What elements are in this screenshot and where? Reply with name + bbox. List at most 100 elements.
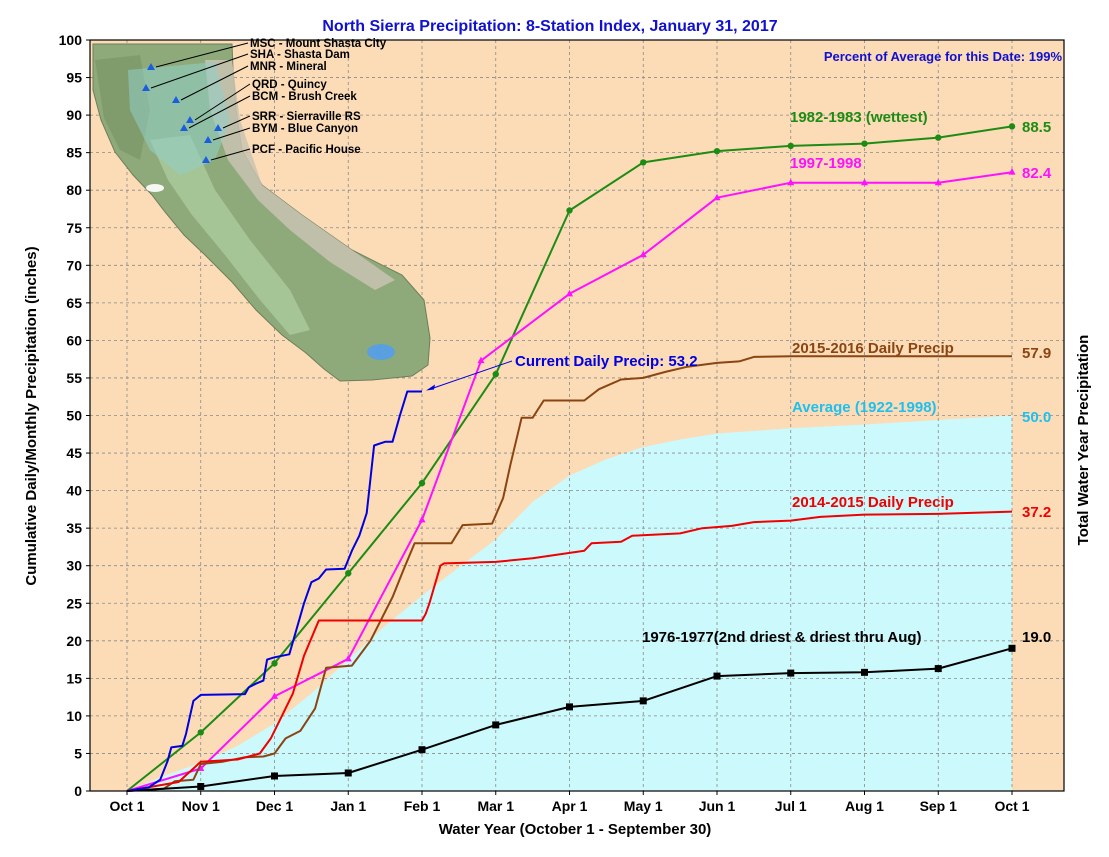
- y-tick-label: 40: [66, 483, 82, 499]
- data-point: [861, 178, 868, 186]
- station-marker: [142, 84, 150, 91]
- series-current: [126, 390, 422, 792]
- station-marker: [214, 124, 222, 131]
- y-tick-label: 70: [66, 257, 82, 273]
- y-axis-label-right: Total Water Year Precipitation: [1075, 335, 1092, 546]
- series-label-driest: 1976-1977(2nd driest & driest thru Aug): [642, 629, 922, 646]
- station-label: BYM - Blue Canyon: [252, 123, 358, 135]
- data-point: [197, 729, 204, 736]
- final-value-1997-1998: 82.4: [1022, 165, 1052, 182]
- data-point: [934, 665, 942, 673]
- series-line-y1415: [126, 510, 1013, 792]
- y-axis-label: Cumulative Daily/Monthly Precipitation (…: [23, 246, 40, 585]
- data-point: [271, 772, 278, 780]
- data-point: [566, 289, 573, 297]
- data-point: [713, 672, 721, 680]
- x-tick-label: Jul 1: [775, 798, 807, 814]
- data-point: [639, 697, 647, 705]
- axes: 0 5 10 15 20 25 30 35 40 45 50 55 60 65 70 75 80 85 90 95 10…: [59, 32, 1065, 814]
- x-axis-label: Water Year (October 1 - September 30): [439, 821, 712, 838]
- x-tick-label: Jun 1: [699, 798, 736, 814]
- x-tick-label: May 1: [624, 798, 663, 814]
- station-label: MNR - Mineral: [250, 61, 327, 73]
- data-point: [861, 668, 868, 676]
- data-point: [639, 250, 647, 258]
- x-tick-label: Mar 1: [477, 798, 514, 814]
- y-tick-label: 20: [66, 633, 82, 649]
- station-leader: [212, 127, 251, 141]
- y-tick-label: 25: [66, 595, 82, 611]
- series-label-1997-1998: 1997-1998: [790, 155, 862, 172]
- y-tick-label: 95: [66, 70, 82, 86]
- y-tick-label: 80: [66, 182, 82, 198]
- chart-title: North Sierra Precipitation: 8-Station In…: [322, 18, 777, 35]
- data-point: [787, 142, 794, 150]
- lake: [367, 344, 395, 360]
- y-tick-label: 15: [66, 670, 82, 686]
- station-marker: [204, 136, 212, 143]
- y-tick-label: 90: [66, 107, 82, 123]
- x-tick-label: Feb 1: [404, 798, 441, 814]
- x-tick-label: Oct 1: [994, 798, 1029, 814]
- series-label-2014-2015: 2014-2015 Daily Precip: [792, 494, 954, 511]
- y-tick-label: 60: [66, 332, 82, 348]
- data-point: [492, 721, 500, 729]
- central-valley: [150, 135, 310, 335]
- station-marker: [202, 156, 210, 163]
- data-point: [345, 570, 352, 577]
- data-point: [566, 207, 573, 214]
- current-label-arrow: [426, 360, 513, 391]
- data-point: [1008, 123, 1016, 130]
- station-leader: [188, 95, 251, 129]
- data-point: [861, 140, 868, 147]
- station-marker: [186, 116, 194, 123]
- final-value-wettest: 88.5: [1022, 119, 1051, 136]
- data-point: [935, 134, 942, 141]
- station-label: BCM - Brush Creek: [252, 91, 357, 103]
- x-tick-label: Nov 1: [182, 798, 220, 814]
- station-label: SRR - Sierraville RS: [252, 111, 361, 123]
- station-leader: [194, 83, 251, 121]
- y-tick-label: 100: [59, 32, 83, 48]
- data-point: [1008, 168, 1016, 175]
- y-tick-label: 35: [66, 520, 82, 536]
- data-point: [713, 147, 721, 155]
- data-point: [934, 178, 942, 186]
- data-point: [418, 479, 426, 487]
- final-value-driest: 19.0: [1022, 629, 1051, 646]
- series-line-current: [126, 390, 422, 792]
- sierra-mountains: [205, 60, 395, 290]
- x-tick-label: Apr 1: [552, 798, 588, 814]
- y-tick-label: 45: [66, 445, 82, 461]
- data-point: [640, 159, 647, 166]
- data-point: [492, 370, 499, 378]
- final-value-2014-2015: 37.2: [1022, 504, 1051, 521]
- station-marker: [180, 124, 188, 131]
- series-layer: [126, 123, 1016, 792]
- station-label: PCF - Pacific House: [252, 144, 361, 156]
- average-label: Average (1922-1998): [792, 399, 937, 416]
- final-value-average: 50.0: [1022, 409, 1051, 426]
- x-tick-label: Dec 1: [256, 798, 294, 814]
- x-tick-label: Aug 1: [845, 798, 884, 814]
- grid: [90, 39, 1064, 791]
- data-point: [713, 193, 721, 201]
- y-tick-label: 10: [66, 708, 82, 724]
- data-point: [566, 703, 573, 711]
- data-point: [787, 178, 795, 186]
- final-value-2015-2016: 57.9: [1022, 345, 1051, 362]
- arrow-head: [426, 384, 435, 391]
- lake: [146, 184, 164, 192]
- y-tick-label: 75: [66, 220, 82, 236]
- y-tick-label: 65: [66, 295, 82, 311]
- y-tick-label: 85: [66, 145, 82, 161]
- series-label-current: Current Daily Precip: 53.2: [515, 353, 698, 370]
- y-tick-label: 50: [66, 408, 82, 424]
- x-tick-label: Sep 1: [920, 798, 958, 814]
- data-point: [271, 660, 278, 667]
- data-point: [787, 669, 795, 677]
- station-leader: [155, 42, 249, 68]
- data-point: [418, 515, 426, 523]
